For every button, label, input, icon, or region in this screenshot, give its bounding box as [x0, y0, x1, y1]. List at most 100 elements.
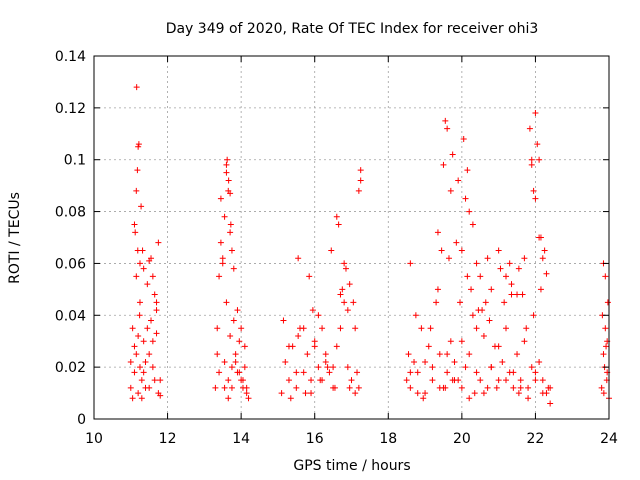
x-tick-label: 10	[85, 431, 103, 447]
data-point	[407, 260, 414, 267]
data-point	[473, 260, 480, 267]
data-point	[411, 358, 418, 365]
data-point	[135, 333, 142, 340]
data-point	[227, 221, 234, 228]
data-point	[127, 384, 134, 391]
x-tick-label: 20	[453, 431, 471, 447]
data-point	[278, 390, 285, 397]
data-point	[440, 161, 447, 168]
data-point	[528, 364, 535, 371]
data-point	[425, 343, 432, 350]
data-point	[468, 286, 475, 293]
data-point	[241, 343, 248, 350]
data-point	[545, 384, 552, 391]
data-point	[146, 351, 153, 358]
data-point	[534, 141, 541, 148]
data-point	[133, 351, 140, 358]
data-point	[149, 273, 156, 280]
y-tick-label: 0.14	[55, 49, 86, 65]
y-tick-label: 0.04	[55, 308, 86, 324]
data-point	[422, 358, 429, 365]
data-point	[532, 110, 539, 117]
data-point	[532, 195, 539, 202]
x-tick-label: 22	[527, 431, 545, 447]
data-point	[355, 384, 362, 391]
data-point	[135, 143, 142, 150]
data-point	[403, 377, 410, 384]
data-point	[506, 260, 513, 267]
data-point	[442, 384, 449, 391]
data-point	[135, 390, 142, 397]
data-point	[131, 221, 138, 228]
data-point	[471, 390, 478, 397]
data-point	[604, 299, 611, 306]
data-point	[528, 156, 535, 163]
data-point	[133, 84, 140, 91]
data-point	[539, 255, 546, 262]
data-point	[315, 312, 322, 319]
data-point	[155, 239, 162, 246]
data-point	[134, 247, 141, 254]
data-point	[436, 351, 443, 358]
data-point	[547, 400, 554, 407]
data-point	[458, 384, 465, 391]
data-point	[514, 351, 521, 358]
data-point	[514, 291, 521, 298]
data-point	[499, 358, 506, 365]
data-point	[460, 135, 467, 142]
data-point	[219, 255, 226, 262]
data-point	[602, 325, 609, 332]
data-point	[543, 270, 550, 277]
data-point	[227, 190, 234, 197]
y-tick-label: 0.08	[55, 205, 86, 221]
data-point	[508, 291, 515, 298]
data-point	[157, 392, 164, 399]
data-point	[477, 377, 484, 384]
data-point	[144, 325, 151, 332]
data-point	[151, 291, 158, 298]
data-point	[352, 325, 359, 332]
data-point	[331, 384, 338, 391]
data-point	[212, 384, 219, 391]
data-point	[144, 281, 151, 288]
data-point	[140, 369, 147, 376]
data-point	[449, 151, 456, 158]
data-point	[140, 338, 147, 345]
data-point	[142, 358, 149, 365]
data-point	[346, 281, 353, 288]
x-tick-label: 16	[306, 431, 324, 447]
data-point	[434, 229, 441, 236]
data-point	[528, 161, 535, 168]
data-point	[223, 299, 230, 306]
data-point	[462, 195, 469, 202]
data-point	[225, 177, 232, 184]
axis-ticks: 10 12 14 16 18 20 22 24 0 0.02 0.04 0.06 0.08 0.1 0.12…	[55, 49, 618, 447]
data-point	[451, 358, 458, 365]
data-point	[138, 395, 145, 402]
data-point	[304, 351, 311, 358]
x-axis-label: GPS time / hours	[293, 458, 410, 474]
data-point	[221, 384, 228, 391]
data-point	[129, 325, 136, 332]
x-tick-label: 18	[379, 431, 397, 447]
data-point	[293, 369, 300, 376]
data-point	[536, 358, 543, 365]
y-tick-label: 0.12	[55, 101, 86, 117]
data-point	[445, 255, 452, 262]
data-point	[357, 167, 364, 174]
data-point	[464, 167, 471, 174]
data-point	[523, 325, 530, 332]
data-point	[148, 317, 155, 324]
data-point	[136, 312, 143, 319]
data-point	[422, 390, 429, 397]
data-point	[600, 390, 607, 397]
data-point	[451, 377, 458, 384]
data-point	[480, 390, 487, 397]
data-point	[600, 351, 607, 358]
data-point	[136, 299, 143, 306]
data-point	[285, 343, 292, 350]
data-point	[517, 384, 524, 391]
data-point	[293, 384, 300, 391]
data-point	[429, 377, 436, 384]
data-point	[352, 390, 359, 397]
